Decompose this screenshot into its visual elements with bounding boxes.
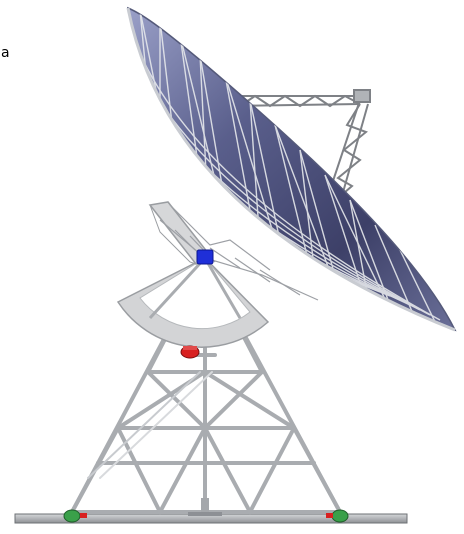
green-wheel-icon [63, 509, 349, 523]
dish-backing-structure [159, 204, 319, 301]
center-post [188, 498, 222, 516]
figure-panel-letter: a [1, 45, 10, 61]
blue-joint-icon [196, 249, 214, 265]
red-joint-icon [180, 345, 200, 359]
tower-frame [70, 260, 342, 514]
elevation-sector [116, 256, 270, 348]
